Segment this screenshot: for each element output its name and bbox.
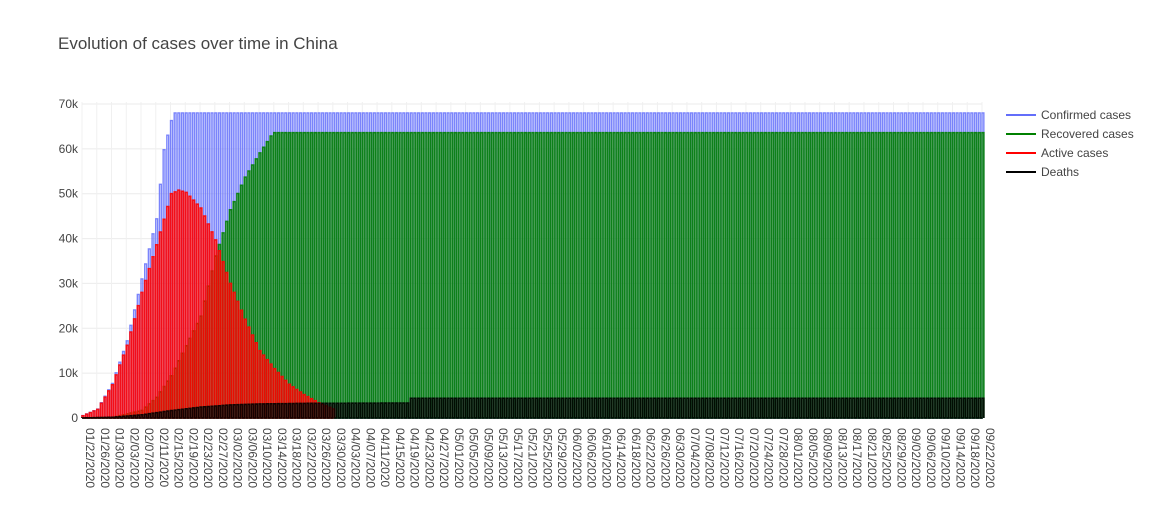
x-tick-label: 03/18/2020 <box>290 428 304 488</box>
x-tick-label: 06/18/2020 <box>629 428 643 488</box>
x-tick-label: 08/25/2020 <box>880 428 894 488</box>
y-tick-label: 50k <box>59 187 79 201</box>
x-tick-label: 03/22/2020 <box>304 428 318 488</box>
x-tick-label: 09/22/2020 <box>983 428 997 488</box>
x-tick-label: 05/01/2020 <box>452 428 466 488</box>
x-tick-label: 08/17/2020 <box>850 428 864 488</box>
x-tick-label: 01/26/2020 <box>98 428 112 488</box>
x-tick-label: 08/09/2020 <box>821 428 835 488</box>
legend-item[interactable]: Active cases <box>1006 146 1108 160</box>
x-tick-label: 03/26/2020 <box>319 428 333 488</box>
y-tick-label: 70k <box>59 97 79 111</box>
x-tick-label: 07/20/2020 <box>747 428 761 488</box>
x-tick-label: 05/17/2020 <box>511 428 525 488</box>
x-tick-label: 06/06/2020 <box>585 428 599 488</box>
series-line <box>81 189 336 419</box>
x-tick-label: 05/25/2020 <box>540 428 554 488</box>
x-tick-label: 06/22/2020 <box>644 428 658 488</box>
x-tick-label: 08/05/2020 <box>806 428 820 488</box>
x-tick-label: 01/22/2020 <box>83 428 97 488</box>
x-tick-label: 06/02/2020 <box>570 428 584 488</box>
x-tick-label: 09/02/2020 <box>909 428 923 488</box>
x-tick-label: 07/16/2020 <box>732 428 746 488</box>
series-layer <box>81 112 985 419</box>
legend[interactable]: Confirmed cases Recovered cases Active cas… <box>1006 108 1134 179</box>
x-tick-label: 01/30/2020 <box>113 428 127 488</box>
x-tick-label: 03/02/2020 <box>231 428 245 488</box>
x-tick-label: 07/24/2020 <box>762 428 776 488</box>
y-tick-label: 60k <box>59 142 79 156</box>
x-tick-label: 04/27/2020 <box>437 428 451 488</box>
x-tick-label: 07/28/2020 <box>776 428 790 488</box>
x-tick-label: 04/23/2020 <box>422 428 436 488</box>
legend-item[interactable]: Confirmed cases <box>1006 108 1131 122</box>
x-tick-label: 03/14/2020 <box>275 428 289 488</box>
x-tick-label: 05/09/2020 <box>481 428 495 488</box>
x-tick-label: 06/10/2020 <box>599 428 613 488</box>
x-tick-label: 05/13/2020 <box>496 428 510 488</box>
y-tick-label: 20k <box>59 321 79 335</box>
x-tick-label: 09/10/2020 <box>939 428 953 488</box>
x-tick-label: 02/27/2020 <box>216 428 230 488</box>
x-tick-label: 09/06/2020 <box>924 428 938 488</box>
x-tick-label: 02/15/2020 <box>172 428 186 488</box>
x-tick-label: 05/21/2020 <box>526 428 540 488</box>
y-axis: 0 10k 20k 30k 40k 50k 60k 70k <box>59 97 79 425</box>
x-tick-label: 04/19/2020 <box>408 428 422 488</box>
legend-item[interactable]: Deaths <box>1006 165 1079 179</box>
x-tick-label: 07/12/2020 <box>717 428 731 488</box>
x-tick-label: 04/15/2020 <box>393 428 407 488</box>
x-tick-label: 02/11/2020 <box>157 428 171 487</box>
x-tick-label: 04/03/2020 <box>349 428 363 488</box>
y-tick-label: 30k <box>59 276 79 290</box>
legend-label: Confirmed cases <box>1041 108 1131 122</box>
x-tick-label: 06/30/2020 <box>673 428 687 488</box>
x-axis: 01/22/2020 01/26/2020 01/30/2020 02/03/2020… <box>83 428 997 488</box>
x-tick-label: 02/23/2020 <box>201 428 215 488</box>
legend-item[interactable]: Recovered cases <box>1006 127 1134 141</box>
x-tick-label: 08/13/2020 <box>835 428 849 488</box>
x-tick-label: 08/29/2020 <box>894 428 908 488</box>
x-tick-label: 03/10/2020 <box>260 428 274 488</box>
legend-label: Deaths <box>1041 165 1079 179</box>
x-tick-label: 05/29/2020 <box>555 428 569 488</box>
x-tick-label: 03/06/2020 <box>245 428 259 488</box>
y-tick-label: 10k <box>59 366 79 380</box>
x-tick-label: 08/01/2020 <box>791 428 805 488</box>
x-tick-label: 06/14/2020 <box>614 428 628 488</box>
x-tick-label: 05/05/2020 <box>467 428 481 488</box>
x-tick-label: 07/04/2020 <box>688 428 702 488</box>
x-tick-label: 08/21/2020 <box>865 428 879 488</box>
x-tick-label: 09/14/2020 <box>953 428 967 488</box>
x-tick-label: 03/30/2020 <box>334 428 348 488</box>
x-tick-label: 04/11/2020 <box>378 428 392 487</box>
legend-label: Recovered cases <box>1041 127 1134 141</box>
chart-title: Evolution of cases over time in China <box>58 34 338 53</box>
x-tick-label: 06/26/2020 <box>658 428 672 488</box>
x-tick-label: 07/08/2020 <box>703 428 717 488</box>
x-tick-label: 02/19/2020 <box>186 428 200 488</box>
y-tick-label: 40k <box>59 232 79 246</box>
x-tick-label: 04/07/2020 <box>363 428 377 488</box>
x-tick-label: 02/07/2020 <box>142 428 156 488</box>
legend-label: Active cases <box>1041 146 1108 160</box>
x-tick-label: 09/18/2020 <box>968 428 982 488</box>
series-line <box>81 397 985 419</box>
x-tick-label: 02/03/2020 <box>127 428 141 488</box>
y-tick-label: 0 <box>71 411 78 425</box>
